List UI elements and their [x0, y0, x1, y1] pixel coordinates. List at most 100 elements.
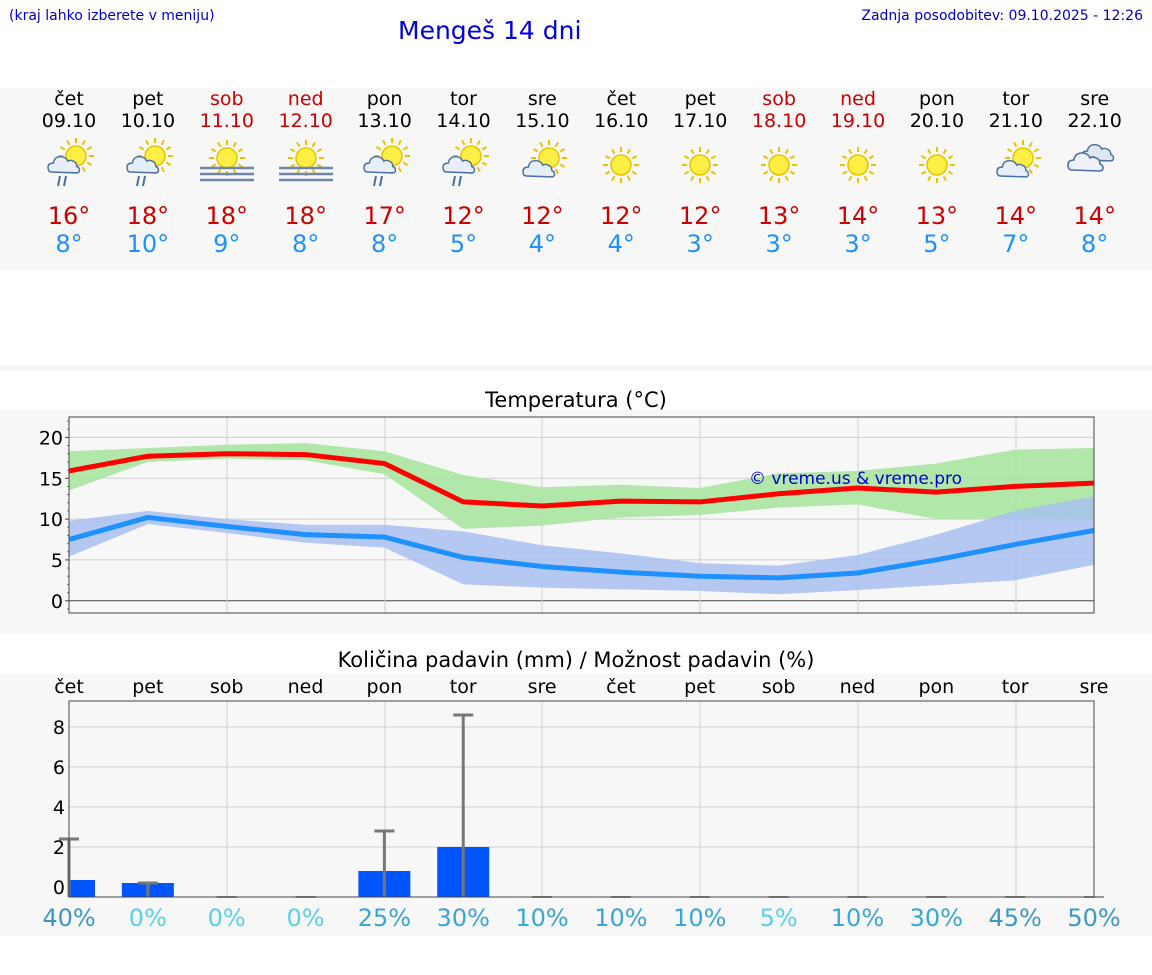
temp-high: 12° — [678, 202, 722, 230]
precip-probability: 30% — [910, 904, 963, 932]
day-date: 16.10 — [594, 110, 649, 132]
temp-high: 14° — [836, 202, 880, 230]
day-name: sob — [762, 88, 796, 110]
precip-probability: 10% — [831, 904, 884, 932]
temp-low: 9° — [213, 230, 241, 258]
day-name: ned — [840, 88, 876, 110]
sun-cloud-rain-icon — [30, 132, 108, 202]
forecast-day: pet 17.10 12° 3° — [661, 88, 739, 258]
sun-cloud-icon — [503, 132, 581, 202]
x-category-label: tor — [450, 676, 477, 698]
precip-probability: 40% — [42, 904, 95, 932]
day-date: 20.10 — [909, 110, 965, 132]
precip-probability: 30% — [437, 904, 490, 932]
day-name: tor — [450, 88, 477, 110]
min-range-band — [69, 496, 1094, 595]
temp-high: 16° — [47, 202, 91, 230]
sun-cloud-rain-icon — [109, 132, 187, 202]
plot-area — [69, 701, 1094, 897]
location-hint: (kraj lahko izberete v meniju) — [9, 8, 215, 24]
watermark: © vreme.us & vreme.pro — [749, 469, 962, 489]
day-name: sob — [210, 88, 244, 110]
day-date: 09.10 — [41, 110, 97, 132]
x-category-label: sre — [528, 676, 557, 698]
sun-cloud-icon — [977, 132, 1055, 202]
x-category-label: ned — [288, 676, 324, 698]
forecast-day: čet 16.10 12° 4° — [582, 88, 660, 258]
temp-high: 14° — [1073, 202, 1116, 230]
day-date: 14.10 — [436, 110, 491, 132]
day-date: 19.10 — [830, 110, 886, 132]
sun-fog-icon — [188, 132, 266, 202]
forecast-day: pon 13.10 17° 8° — [346, 88, 424, 258]
daily-forecast: čet 09.10 16° 8° pet 10.10 18° 10° sob 11.10 18°… — [0, 88, 1152, 268]
precip-chart: 0 2 4 6 8 čet pet sob ned pon tor sre čet pet sob ned po… — [42, 676, 1120, 932]
temp-high: 18° — [284, 202, 327, 230]
sun-icon — [898, 132, 976, 202]
forecast-day: ned 12.10 18° 8° — [267, 88, 345, 258]
max-range-band — [69, 443, 1094, 529]
y-tick-label: 0 — [51, 591, 63, 613]
forecast-band — [0, 88, 1152, 270]
temp-high: 13° — [915, 202, 959, 230]
temp-high: 12° — [521, 202, 564, 230]
day-name: sre — [527, 88, 557, 110]
x-category-label: pon — [367, 676, 403, 698]
day-name: sre — [1080, 88, 1110, 110]
temp-high: 13° — [757, 202, 801, 230]
temp-low: 7° — [1002, 230, 1030, 258]
day-name: tor — [1002, 88, 1030, 110]
temp-high: 17° — [363, 202, 406, 230]
day-date: 15.10 — [515, 110, 570, 132]
sun-icon — [819, 132, 897, 202]
x-category-label: pet — [132, 676, 163, 698]
x-category-label: sob — [210, 676, 244, 698]
day-name: pon — [366, 88, 403, 110]
temp-low: 3° — [844, 230, 872, 258]
x-category-label: pon — [918, 676, 954, 698]
temp-low: 8° — [370, 230, 399, 258]
forecast-day: sob 11.10 18° 9° — [188, 88, 266, 258]
y-tick-label: 10 — [39, 509, 63, 531]
precip-probability: 0% — [286, 904, 324, 932]
y-tick-label: 0 — [53, 877, 65, 899]
day-date: 11.10 — [199, 110, 254, 132]
precip-probability: 5% — [760, 904, 798, 932]
max-temp-line — [68, 451, 1095, 509]
x-category-label: sre — [1080, 676, 1109, 698]
plot-frame — [68, 416, 1095, 614]
forecast-day: tor 21.10 14° 7° — [977, 88, 1055, 258]
precip-chart-title: Količina padavin (mm) / Možnost padavin … — [337, 648, 815, 672]
x-category-label: čet — [54, 676, 84, 698]
y-tick-label: 15 — [39, 468, 63, 490]
temp-high: 18° — [205, 202, 249, 230]
sun-icon — [582, 132, 660, 202]
temp-low: 3° — [765, 230, 793, 258]
x-category-label: sob — [762, 676, 796, 698]
x-category-label: čet — [606, 676, 636, 698]
forecast-day: tor 14.10 12° 5° — [425, 88, 503, 258]
forecast-day: sre 22.10 14° 8° — [1056, 88, 1134, 258]
day-date: 17.10 — [672, 110, 728, 132]
forecast-day: pet 10.10 18° 10° — [109, 88, 187, 258]
x-category-label: pet — [684, 676, 715, 698]
precip-bar — [69, 880, 95, 897]
day-date: 12.10 — [278, 110, 333, 132]
y-tick-label: 20 — [39, 427, 63, 449]
forecast-day: ned 19.10 14° 3° — [819, 88, 897, 258]
x-category-label: ned — [840, 676, 876, 698]
temp-low: 4° — [607, 230, 635, 258]
day-name: pet — [132, 88, 164, 110]
precip-probability: 45% — [988, 904, 1041, 932]
day-name: pet — [684, 88, 716, 110]
forecast-day: sre 15.10 12° 4° — [503, 88, 581, 258]
temp-low: 8° — [292, 230, 320, 258]
temperature-chart-title: Temperatura (°C) — [485, 388, 667, 412]
temp-high: 18° — [126, 202, 170, 230]
day-date: 13.10 — [357, 110, 412, 132]
sun-fog-icon — [267, 132, 345, 202]
y-tick-label: 2 — [53, 837, 65, 859]
temp-low: 3° — [686, 230, 714, 258]
y-tick-label: 5 — [51, 550, 63, 572]
forecast-day: sob 18.10 13° 3° — [740, 88, 818, 258]
